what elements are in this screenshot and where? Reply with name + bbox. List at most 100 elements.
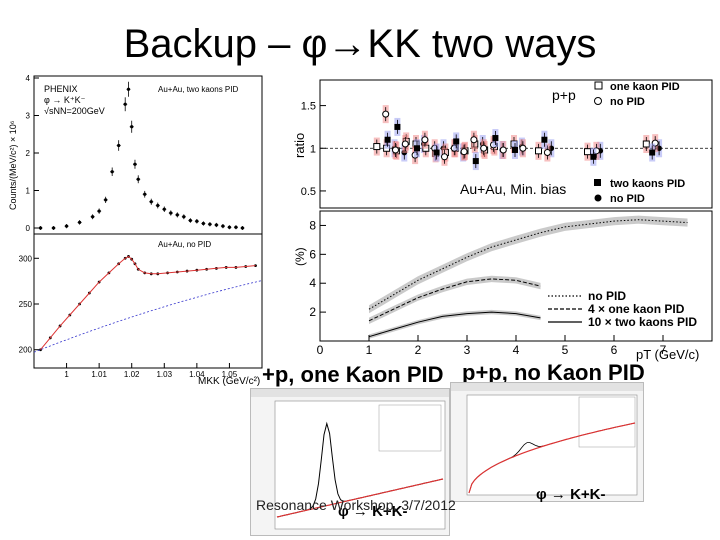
- ratio-point-filled-square: [394, 123, 401, 130]
- legend-top-1: no PID: [610, 96, 645, 108]
- slide-footer: Resonance Workshop, 3/7/2012: [256, 497, 456, 513]
- eff-ytick-label: 2: [309, 305, 316, 319]
- left-top-point: [195, 219, 199, 223]
- ratio-point-open-circle: [441, 153, 448, 161]
- ratio-point-filled-square: [492, 135, 499, 142]
- left-top-point: [240, 226, 245, 230]
- eff-ytick-label: 6: [309, 247, 316, 261]
- left-top-point: [123, 102, 127, 106]
- right-xtick-label: 1: [366, 343, 373, 357]
- eff-curve: [368, 278, 541, 322]
- left-xtick-label: 1.04: [189, 370, 205, 379]
- phi-label-right: φ → K+K-: [536, 486, 606, 503]
- left-top-point: [126, 87, 131, 91]
- ratio-ytick-label: 1.5: [301, 101, 316, 113]
- left-bottom-ytick-label: 250: [19, 300, 33, 309]
- sqrt-s-label: √sNN=200GeV: [44, 106, 105, 116]
- left-xlabel: MKK (GeV/c²): [198, 376, 260, 387]
- left-top-point: [91, 215, 95, 219]
- eff-bands: [368, 215, 688, 339]
- left-top-point: [234, 225, 238, 229]
- left-top-point: [149, 200, 153, 204]
- left-top-label: Au+Au, two kaons PID: [158, 85, 238, 94]
- eff-ytick-label: 8: [309, 218, 316, 232]
- left-xtick-label: 1.03: [156, 370, 172, 379]
- ratio-point-open-circle: [421, 136, 429, 144]
- ratio-system-label: p+p: [552, 87, 576, 103]
- thumb-left-header: [251, 389, 449, 397]
- left-ylabel: Counts/(MeV/c²) × 10⁶: [8, 120, 18, 210]
- ratio-point-open-circle: [460, 148, 468, 156]
- thumb-right-histogram: [450, 382, 644, 502]
- ratio-point-open-circle: [392, 146, 399, 154]
- right-xtick-label: 6: [611, 343, 618, 357]
- left-top-point: [110, 170, 114, 174]
- ratio-points: [373, 105, 663, 171]
- left-xtick-label: 1.02: [124, 370, 140, 379]
- left-bottom-points: [39, 255, 257, 352]
- ratio-point-open-square: [642, 140, 650, 148]
- legend-bottom-1: no PID: [610, 193, 645, 205]
- phi-kk-label: φ → K⁺K⁻: [44, 95, 86, 105]
- left-top-point: [162, 207, 166, 211]
- left-top-point: [169, 211, 173, 215]
- left-top-point: [208, 222, 212, 226]
- right-xtick-label: 4: [513, 343, 520, 357]
- bottom-left-label: +p, one Kaon PID: [262, 362, 444, 387]
- right-xtick-label: 0: [317, 343, 324, 357]
- left-top-point: [136, 177, 140, 181]
- eff-legend-text: 10 × two kaons PID: [588, 315, 697, 329]
- right-xtick-label: 7: [660, 343, 667, 357]
- ratio-point-filled-square: [541, 136, 548, 143]
- left-bottom-ytick-label: 200: [19, 346, 33, 355]
- thumb-right-fit: [468, 422, 636, 494]
- left-mass-plot: Counts/(MeV/c²) × 10⁶ 0 1 2 3 4 200 250 300 PH…: [8, 70, 266, 388]
- left-top-ytick-label: 0: [26, 224, 31, 233]
- ratio-point-open-circle: [519, 144, 527, 152]
- left-top-point: [156, 203, 160, 208]
- ratio-point-open-circle: [543, 149, 551, 157]
- ratio-point-filled-square: [512, 146, 518, 153]
- ratio-point-filled-square: [590, 153, 597, 160]
- legend-filled-circle: [594, 194, 602, 202]
- eff-band: [369, 215, 688, 314]
- left-top-point: [51, 226, 56, 230]
- thumb-left-svg: [251, 389, 449, 530]
- legend-bottom-0: two kaons PID: [610, 178, 685, 190]
- right-xlabel: pT (GeV/c): [636, 347, 699, 362]
- ratio-frame: [319, 79, 713, 209]
- right-xtick-label: 2: [415, 343, 422, 357]
- left-bottom-fit: [40, 255, 256, 351]
- left-top-point: [188, 218, 192, 223]
- left-top-point: [133, 162, 137, 166]
- right-xtick-label: 5: [562, 343, 569, 357]
- eff-curve: [368, 311, 541, 338]
- ratio-point-filled-square: [384, 136, 391, 143]
- left-top-point: [227, 225, 232, 229]
- thumb-left-histogram: [250, 388, 450, 536]
- ratio-ytick-label: 0.5: [301, 186, 316, 198]
- left-top-point: [104, 198, 108, 202]
- left-top-point: [117, 143, 121, 148]
- ratio-ylabel: ratio: [292, 133, 307, 158]
- ratio-point-filled-square: [414, 145, 420, 152]
- right-x-ticks: 0 1 2 3 4 5 6 7: [317, 335, 667, 357]
- left-top-point: [201, 221, 205, 226]
- ratio-point-open-square: [373, 143, 381, 151]
- thumb-left-fit: [276, 478, 444, 518]
- thumb-right-svg: [451, 383, 643, 496]
- left-x-ticks: 1 1.01 1.02 1.03 1.04 1.05: [64, 363, 238, 379]
- left-top-ytick-label: 1: [26, 187, 31, 196]
- left-top-point: [182, 215, 186, 219]
- left-top-point: [64, 224, 69, 228]
- left-top-point: [214, 223, 218, 227]
- ratio-point-filled-square: [433, 149, 440, 156]
- left-top-point: [38, 226, 43, 230]
- ratio-point-open-circle: [401, 140, 409, 148]
- ratio-point-open-circle: [382, 110, 390, 118]
- ratio-point-open-square: [584, 148, 591, 156]
- thumb-left-stats: [378, 404, 442, 452]
- phenix-label: PHENIX: [44, 84, 78, 94]
